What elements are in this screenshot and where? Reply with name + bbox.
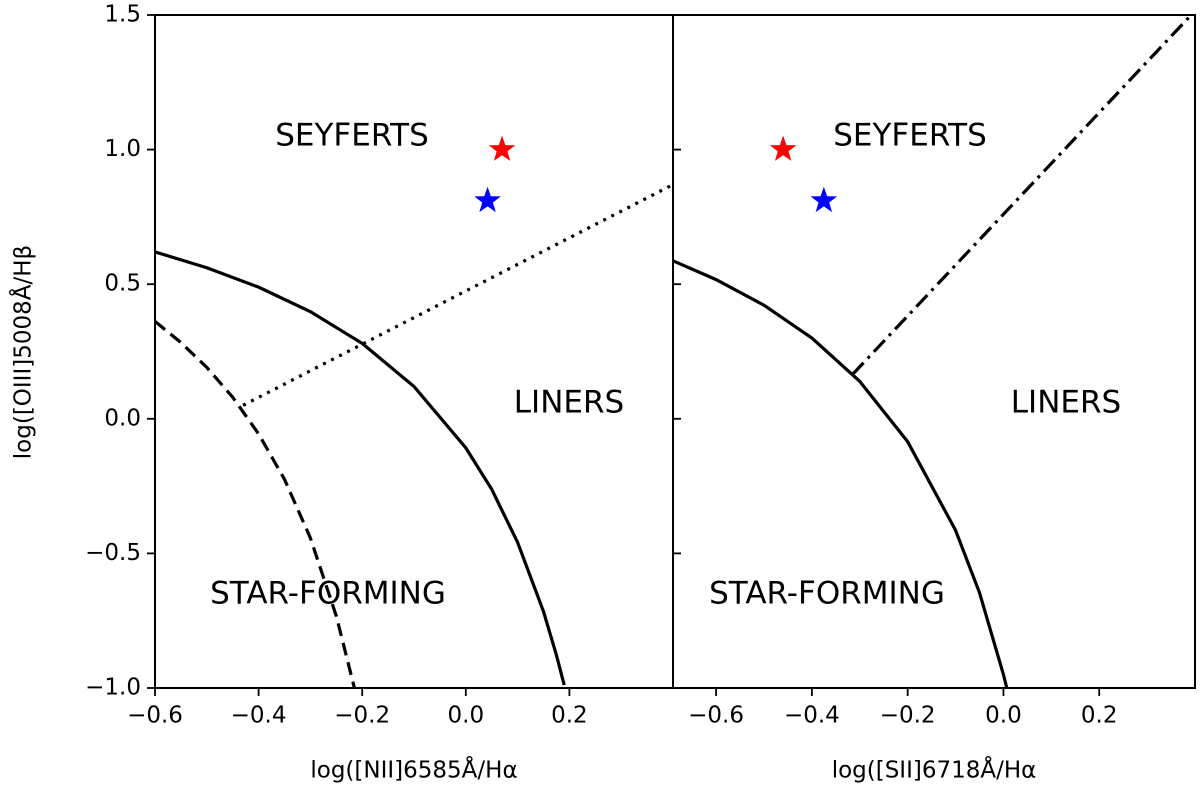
x-tick-label: −0.2 — [880, 703, 936, 729]
region-label: STAR-FORMING — [210, 576, 446, 612]
plot-area — [673, 15, 1193, 688]
region-label: SEYFERTS — [275, 118, 429, 154]
star-marker — [474, 186, 501, 213]
x-tick-label: −0.6 — [688, 703, 744, 729]
region-label: STAR-FORMING — [709, 576, 945, 612]
boundary-line — [242, 183, 673, 407]
x-tick-label: 0.0 — [985, 703, 1022, 729]
x-tick-label: −0.6 — [127, 703, 183, 729]
x-tick-label: 0.2 — [1081, 703, 1118, 729]
boundary-line — [851, 15, 1193, 376]
x-tick-label: −0.4 — [784, 703, 840, 729]
region-label: SEYFERTS — [833, 118, 987, 154]
boundary-line — [673, 259, 1009, 688]
star-marker — [810, 186, 838, 213]
y-axis-label: log([OIII]5008Å/Hβ — [9, 245, 37, 459]
x-tick-label: 0.0 — [448, 703, 485, 729]
x-tick-label: −0.4 — [231, 703, 287, 729]
x-tick-label: −0.2 — [334, 703, 390, 729]
y-tick-label: −1.0 — [85, 675, 141, 701]
x-axis-label: log([NII]6585Å/Hα — [310, 756, 517, 784]
boundary-line — [155, 320, 356, 688]
plot-area — [155, 135, 673, 688]
star-marker — [488, 135, 516, 161]
boundary-line — [155, 250, 566, 686]
y-tick-label: 1.5 — [104, 2, 141, 28]
region-label: LINERS — [514, 385, 624, 421]
y-tick-label: 1.0 — [104, 136, 141, 162]
y-tick-label: 0.0 — [104, 405, 141, 431]
y-tick-label: −0.5 — [85, 540, 141, 566]
x-tick-label: 0.2 — [551, 703, 588, 729]
axes-frame — [672, 14, 1196, 689]
y-tick-label: 0.5 — [104, 271, 141, 297]
region-label: LINERS — [1011, 385, 1121, 421]
x-axis-label: log([SII]6718Å/Hα — [832, 756, 1037, 784]
star-marker — [769, 135, 797, 161]
